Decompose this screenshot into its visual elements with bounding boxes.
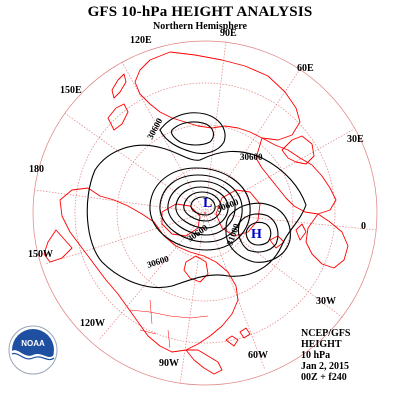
lon-label-120e: 120E	[130, 35, 152, 46]
lon-label-90e: 90E	[220, 28, 237, 39]
coast-scandinavia	[281, 135, 315, 165]
meridian-90w	[179, 212, 206, 385]
product-info: NCEP/GFS HEIGHT 10 hPa Jan 2, 2015 00Z +…	[301, 328, 350, 383]
noaa-logo-text: NOAA	[21, 339, 45, 348]
meridian-60e	[204, 68, 301, 214]
meridian-120w	[98, 212, 206, 341]
lon-label-180: 180	[29, 164, 44, 175]
height-contours	[86, 112, 307, 289]
lon-label-60e: 60E	[297, 63, 314, 74]
lon-label-120w: 120W	[80, 318, 105, 329]
coast-central-america	[185, 349, 223, 375]
lon-label-150w: 150W	[28, 249, 53, 260]
coast-iceland	[269, 235, 285, 249]
coast-alaska	[43, 229, 73, 263]
coast-us-borders	[129, 299, 209, 349]
lon-label-30e: 30E	[347, 134, 364, 145]
graticule	[32, 40, 378, 386]
map-subtitle: Northern Hemisphere	[153, 21, 247, 32]
info-field: HEIGHT	[301, 339, 342, 350]
noaa-logo-icon: NOAA	[8, 325, 58, 375]
coastlines	[43, 51, 349, 375]
lon-label-90w: 90W	[159, 358, 179, 369]
lon-label-60w: 60W	[248, 350, 268, 361]
lon-label-0: 0	[361, 221, 366, 232]
coast-kamchatka	[107, 103, 129, 131]
contour-label: 30600	[146, 253, 171, 270]
meridian-0	[204, 212, 378, 231]
low-center-label: L	[203, 196, 212, 211]
latitude-circle	[74, 82, 336, 344]
contour-north-ridge	[159, 112, 226, 155]
contour-high-outer	[225, 202, 291, 263]
lon-label-30w: 30W	[316, 296, 336, 307]
coast-north-america	[59, 187, 239, 353]
meridian-30w	[204, 212, 344, 319]
info-forecast-hour: 00Z + f240	[301, 372, 347, 383]
contour-vortex-3	[167, 180, 236, 236]
contour-vortex-1	[149, 167, 251, 251]
meridian-150w	[44, 212, 206, 265]
contour-vortex-4	[175, 186, 229, 229]
contour-outer	[86, 144, 307, 289]
contour-north-inner	[170, 121, 215, 146]
meridian-90e	[204, 40, 227, 214]
lon-label-150e: 150E	[60, 85, 82, 96]
coast-arctic-canada	[161, 203, 201, 237]
info-level: 10 hPa	[301, 350, 331, 361]
meridian-150e	[62, 111, 206, 214]
latitude-circle	[116, 124, 294, 302]
info-source: NCEP/GFS	[301, 328, 351, 339]
contour-high-core	[245, 221, 272, 246]
coast-africa-north	[305, 213, 349, 269]
map-title: GFS 10-hPa HEIGHT ANALYSIS	[87, 4, 313, 20]
meridian-120e	[121, 61, 206, 214]
contour-label: 30600	[240, 152, 263, 162]
info-date: Jan 2, 2015	[301, 361, 350, 372]
pressure-centers: L H	[203, 196, 262, 242]
coast-greenland	[215, 189, 261, 237]
high-center-label: H	[251, 227, 262, 242]
coast-japan	[111, 73, 127, 99]
coast-hudson-bay	[183, 255, 209, 283]
coast-caribbean	[225, 327, 251, 347]
contour-vortex-5	[183, 191, 222, 222]
contour-vortex-6	[190, 196, 216, 216]
coast-uk	[295, 223, 307, 241]
meridian-60w	[204, 212, 266, 371]
outer-latitude-circle	[32, 40, 378, 386]
contour-high-inner	[237, 213, 279, 253]
coast-asia	[134, 51, 301, 141]
coast-europe	[255, 137, 337, 215]
contour-label: 30600	[185, 222, 210, 243]
